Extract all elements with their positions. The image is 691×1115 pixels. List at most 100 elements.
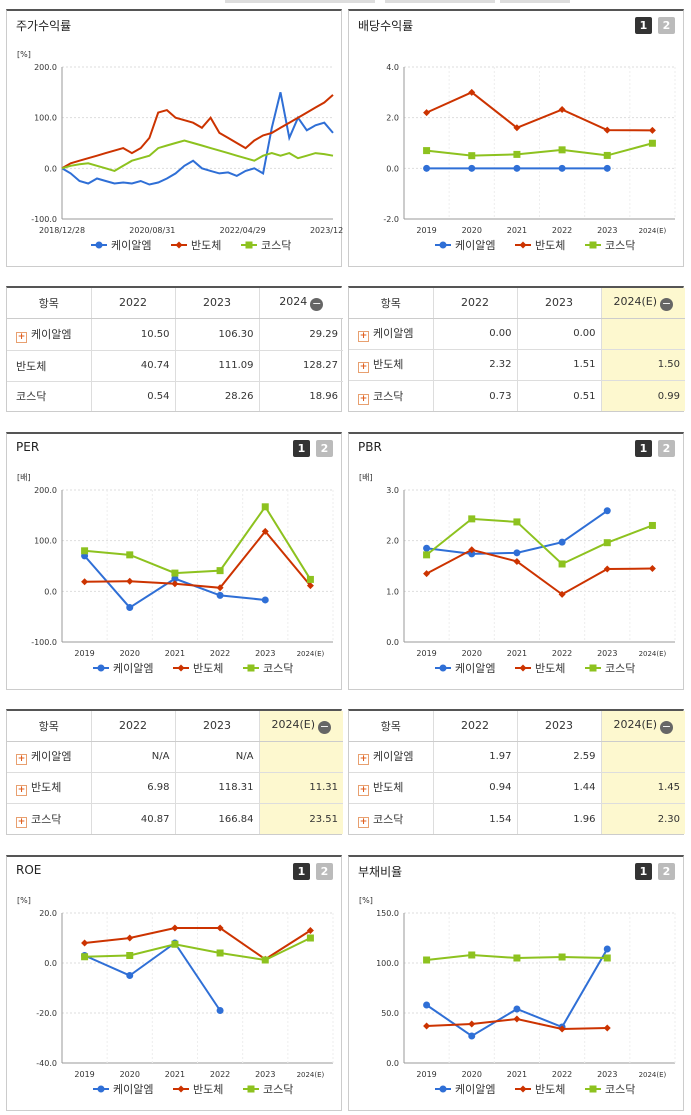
data-point (558, 590, 566, 598)
row-label: + 케이알엠 (7, 741, 91, 773)
row-label: + 반도체 (349, 349, 433, 382)
data-point (216, 924, 224, 932)
table-header-cell: 2022 (90, 288, 175, 319)
y-tick-label: 0.0 (386, 1059, 399, 1068)
legend-label: 반도체 (535, 662, 565, 675)
data-point (603, 565, 611, 573)
x-tick-label: 2022 (552, 1070, 572, 1079)
expand-icon[interactable]: + (358, 331, 369, 343)
expand-icon[interactable]: + (16, 331, 27, 343)
page-2-button[interactable]: 2 (658, 17, 675, 34)
stock-return-chart: [%]200.0 100.0 0.0 -100.0 2018/12/28 2020/08/… (17, 50, 343, 252)
cell-value: 케이알엠 (373, 750, 414, 764)
data-point (603, 945, 611, 953)
cell-value: 반도체 (373, 358, 404, 372)
table-cell: 1.51 (516, 349, 601, 382)
data-point (513, 124, 521, 132)
x-tick-label: 2022 (552, 649, 572, 658)
unit-label: [배] (17, 473, 31, 482)
expand-icon[interactable]: + (358, 393, 369, 405)
data-point (261, 527, 269, 535)
legend: 케이알엠 반도체 코스닥 (93, 661, 293, 675)
data-point (216, 1007, 224, 1014)
collapse-icon[interactable]: − (660, 719, 674, 734)
table-cell: 11.31 (258, 772, 343, 805)
x-tick-label: 2023/12/28 (310, 226, 343, 235)
data-point (216, 584, 224, 592)
page-2-button[interactable]: 2 (658, 440, 675, 457)
header-label: 2024(E) (613, 294, 658, 308)
data-point (558, 538, 566, 546)
data-point (558, 1025, 566, 1033)
header-label: 2023 (203, 719, 231, 733)
row-label: + 코스닥 (7, 804, 91, 834)
expand-icon[interactable]: + (16, 754, 27, 766)
data-point (216, 949, 224, 957)
page-1-button[interactable]: 1 (293, 863, 310, 880)
data-point (513, 1015, 521, 1023)
series-line-3 (84, 504, 312, 580)
page-2-button[interactable]: 2 (658, 863, 675, 880)
collapse-icon[interactable]: − (318, 719, 332, 734)
legend-label: 코스닥 (605, 1083, 635, 1096)
cell-value: 반도체 (31, 781, 62, 795)
table-cell: N/A (90, 741, 175, 773)
page-1-button[interactable]: 1 (635, 440, 652, 457)
header-label: 2022 (461, 719, 489, 733)
expand-icon[interactable]: + (16, 785, 27, 797)
cell-value: 0.54 (147, 390, 170, 402)
page-2-button[interactable]: 2 (316, 863, 333, 880)
series-line-3 (425, 517, 653, 566)
header-label: 2022 (461, 296, 489, 310)
series-line-3 (61, 139, 334, 172)
y-tick-label: 2.0 (386, 114, 399, 123)
panel-title: 주가수익률 (16, 19, 72, 33)
header-label: 2022 (119, 296, 147, 310)
legend-marker (247, 664, 255, 672)
data-point (423, 544, 431, 552)
data-point (648, 139, 656, 147)
page-1-button[interactable]: 1 (635, 17, 652, 34)
legend-marker (519, 1085, 527, 1093)
page-1-button[interactable]: 1 (293, 440, 310, 457)
page-1-button[interactable]: 1 (635, 863, 652, 880)
data-point (423, 570, 431, 578)
cell-value: 118.31 (218, 782, 254, 794)
data-point (468, 1032, 476, 1040)
table-row: + 반도체 0.94 1.44 1.45 (349, 772, 685, 805)
expand-icon[interactable]: + (358, 362, 369, 374)
legend: 케이알엠 반도체 코스닥 (435, 1082, 635, 1096)
table-cell: 128.27 (258, 350, 343, 382)
y-tick-label: 0.0 (44, 164, 57, 173)
expand-icon[interactable]: + (358, 785, 369, 797)
table-header-cell: 2023 (174, 288, 259, 319)
data-point (81, 953, 89, 961)
expand-icon[interactable]: + (358, 754, 369, 766)
row-label: 반도체 (7, 350, 91, 382)
legend-marker (589, 1085, 597, 1093)
collapse-icon[interactable]: − (310, 296, 324, 311)
page-2-button[interactable]: 2 (316, 440, 333, 457)
data-point (558, 106, 566, 114)
cell-value: 0.99 (657, 390, 680, 402)
expand-icon[interactable]: + (358, 816, 369, 828)
table-cell: 0.51 (516, 380, 601, 411)
expand-icon[interactable]: + (16, 816, 27, 828)
data-point (558, 560, 566, 568)
table-header-cell: 2022 (432, 711, 517, 742)
data-point (468, 152, 476, 160)
cell-value: 1.50 (657, 359, 680, 371)
data-point (513, 954, 521, 962)
header-label: 항목 (380, 719, 401, 733)
legend: 케이알엠 반도체 코스닥 (435, 661, 635, 675)
cell-value: 2.30 (657, 813, 680, 825)
data-point (261, 503, 269, 511)
collapse-icon[interactable]: − (660, 296, 674, 311)
cell-value: 23.51 (309, 813, 338, 825)
row-label: + 반도체 (349, 772, 433, 805)
header-label: 항목 (38, 719, 59, 733)
panel-title: 배당수익률 (358, 19, 414, 33)
table-cell: 6.98 (90, 772, 175, 805)
header-label: 2023 (545, 719, 573, 733)
